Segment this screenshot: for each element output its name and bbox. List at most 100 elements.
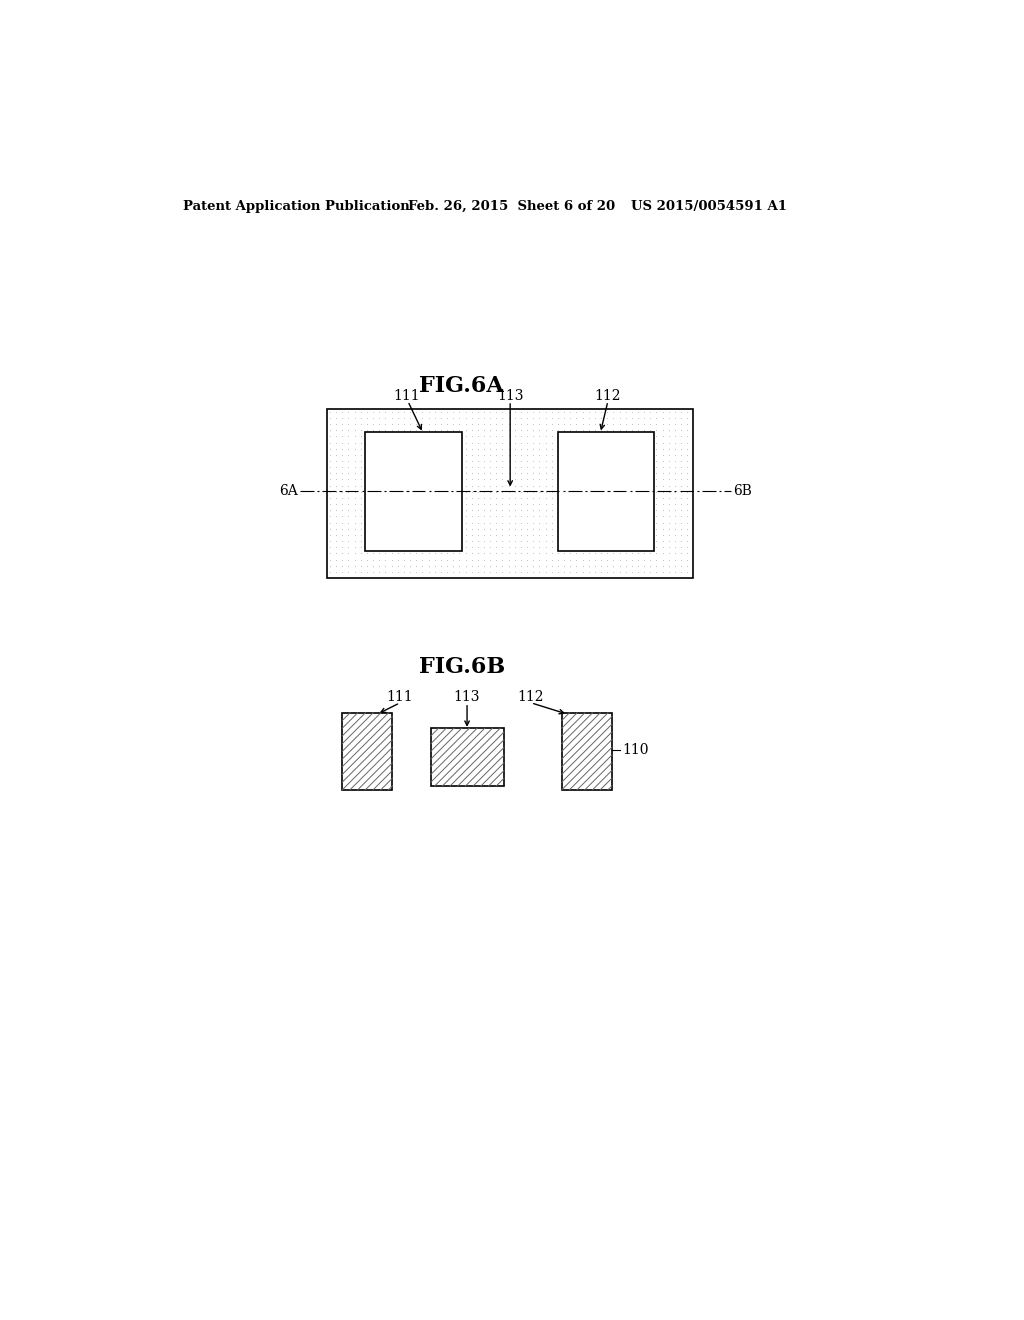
Point — [679, 475, 695, 496]
Point — [531, 561, 548, 582]
Point — [611, 543, 628, 564]
Point — [636, 401, 652, 422]
Point — [501, 543, 517, 564]
Point — [679, 556, 695, 577]
Point — [433, 401, 450, 422]
Point — [654, 457, 671, 478]
Point — [352, 543, 369, 564]
Point — [334, 494, 350, 515]
Point — [334, 408, 350, 429]
Point — [660, 438, 677, 459]
Point — [334, 420, 350, 441]
Point — [654, 450, 671, 471]
Point — [501, 549, 517, 570]
Point — [476, 445, 493, 466]
Point — [346, 524, 362, 545]
Point — [464, 445, 480, 466]
Point — [439, 413, 456, 434]
Point — [544, 549, 560, 570]
Point — [495, 420, 511, 441]
Point — [340, 450, 356, 471]
Point — [642, 408, 658, 429]
Point — [501, 426, 517, 447]
Point — [340, 445, 356, 466]
Point — [322, 469, 338, 490]
Point — [488, 512, 505, 533]
Point — [476, 457, 493, 478]
Point — [470, 438, 486, 459]
Point — [507, 413, 523, 434]
Point — [519, 408, 536, 429]
Point — [679, 487, 695, 508]
Point — [340, 531, 356, 552]
Point — [562, 543, 579, 564]
Point — [458, 519, 474, 540]
Point — [519, 469, 536, 490]
Point — [421, 561, 437, 582]
Point — [679, 438, 695, 459]
Point — [679, 420, 695, 441]
Point — [328, 408, 344, 429]
Point — [519, 543, 536, 564]
Point — [648, 556, 665, 577]
Point — [389, 413, 406, 434]
Point — [513, 500, 529, 521]
Point — [458, 438, 474, 459]
Point — [464, 463, 480, 484]
Point — [334, 524, 350, 545]
Point — [519, 438, 536, 459]
Point — [445, 543, 462, 564]
Point — [383, 401, 399, 422]
Point — [507, 561, 523, 582]
Point — [433, 561, 450, 582]
Point — [556, 556, 572, 577]
Point — [439, 401, 456, 422]
Point — [328, 432, 344, 453]
Point — [470, 469, 486, 490]
Point — [513, 457, 529, 478]
Point — [427, 556, 443, 577]
Point — [501, 487, 517, 508]
Point — [322, 475, 338, 496]
Point — [673, 543, 689, 564]
Point — [458, 475, 474, 496]
Point — [667, 413, 683, 434]
Point — [501, 469, 517, 490]
Point — [408, 401, 424, 422]
Point — [421, 408, 437, 429]
Point — [322, 420, 338, 441]
Point — [488, 482, 505, 503]
Point — [334, 500, 350, 521]
Point — [365, 408, 381, 429]
Point — [482, 408, 499, 429]
Point — [464, 543, 480, 564]
Point — [470, 463, 486, 484]
Point — [340, 494, 356, 515]
Point — [531, 457, 548, 478]
Point — [334, 561, 350, 582]
Point — [599, 420, 615, 441]
Point — [611, 413, 628, 434]
Point — [538, 408, 554, 429]
Point — [482, 413, 499, 434]
Point — [334, 519, 350, 540]
Point — [667, 537, 683, 558]
Point — [328, 537, 344, 558]
Point — [544, 420, 560, 441]
Point — [476, 537, 493, 558]
Text: 6B: 6B — [733, 484, 753, 498]
Point — [673, 487, 689, 508]
Point — [654, 494, 671, 515]
Point — [544, 408, 560, 429]
Point — [458, 463, 474, 484]
Point — [538, 512, 554, 533]
Point — [525, 543, 542, 564]
Point — [470, 524, 486, 545]
Point — [660, 413, 677, 434]
Point — [482, 475, 499, 496]
Point — [587, 401, 603, 422]
Point — [458, 543, 474, 564]
Point — [648, 482, 665, 503]
Point — [519, 475, 536, 496]
Point — [328, 531, 344, 552]
